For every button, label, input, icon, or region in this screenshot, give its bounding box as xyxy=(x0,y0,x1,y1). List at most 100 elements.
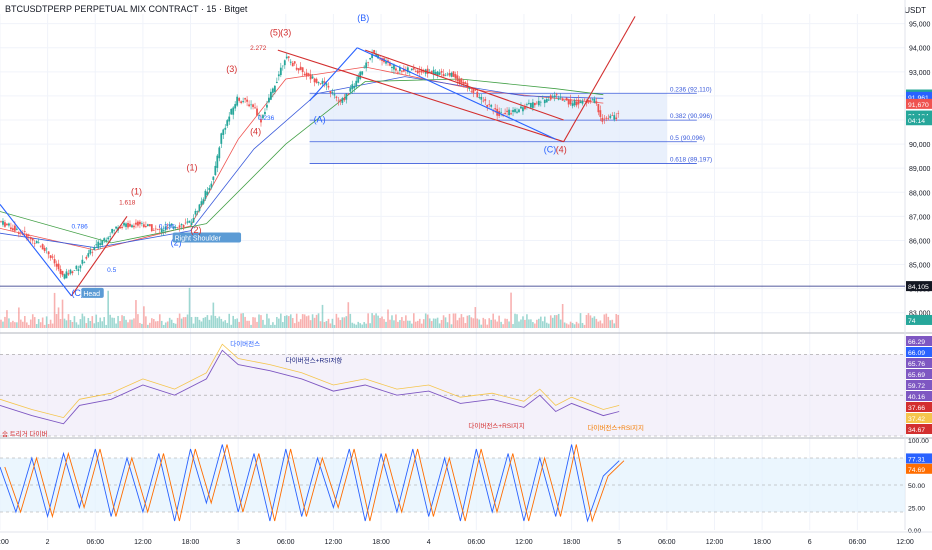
candle-body xyxy=(146,224,149,227)
volume-bar xyxy=(510,292,512,328)
volume-bar xyxy=(299,319,302,328)
candle-body xyxy=(609,115,612,118)
candle-body xyxy=(101,240,104,245)
candle-body xyxy=(406,67,409,73)
candle-body xyxy=(246,99,248,102)
candle-body xyxy=(436,71,439,76)
volume-bar xyxy=(131,319,133,328)
volume-bar xyxy=(129,319,131,328)
candle-body xyxy=(414,70,417,72)
candle-body xyxy=(595,101,598,104)
volume-bar xyxy=(365,323,367,328)
volume-bar xyxy=(291,318,294,328)
candle-body xyxy=(446,73,449,75)
moving-average-line xyxy=(0,78,604,244)
time-tick-label: 18:00 xyxy=(0,539,9,546)
candle-body xyxy=(210,183,213,188)
candle-body xyxy=(555,94,558,96)
volume-bar xyxy=(508,321,510,328)
candle-body xyxy=(73,270,76,271)
volume-bar xyxy=(107,290,109,328)
volume-bar xyxy=(182,317,185,328)
candle-body xyxy=(71,271,74,274)
volume-bar xyxy=(617,314,620,328)
candle-body xyxy=(172,226,175,229)
time-tick-label: 4 xyxy=(427,539,431,546)
candle-body xyxy=(212,176,215,180)
candle-body xyxy=(369,58,372,60)
volume-bar xyxy=(526,314,528,328)
volume-bar xyxy=(158,314,161,328)
candle-body xyxy=(456,75,459,82)
price-tag-label: 84,105 xyxy=(908,284,929,291)
volume-bar xyxy=(494,319,496,328)
wave-label: (4) xyxy=(250,126,261,136)
wave-label: (1) xyxy=(187,163,198,173)
volume-bar xyxy=(613,323,616,328)
candle-body xyxy=(343,97,346,101)
candle-body xyxy=(232,107,235,115)
volume-bar xyxy=(39,322,42,328)
moving-average-line xyxy=(0,76,604,249)
volume-bar xyxy=(347,302,350,328)
candle-body xyxy=(218,147,221,159)
volume-bar xyxy=(488,318,491,328)
volume-bar xyxy=(581,322,584,328)
volume-bar xyxy=(289,314,292,328)
volume-bar xyxy=(405,315,407,328)
price-tick-label: 83,000 xyxy=(909,311,931,318)
candle-body xyxy=(488,104,491,105)
candle-body xyxy=(13,225,16,231)
candle-body xyxy=(559,96,562,98)
moving-average-line xyxy=(0,66,604,251)
volume-bar xyxy=(256,321,258,328)
candle-body xyxy=(315,78,318,83)
volume-bar xyxy=(222,321,225,328)
candle-body xyxy=(535,102,538,104)
volume-bar xyxy=(33,317,36,328)
volume-bar xyxy=(232,315,234,328)
candle-body xyxy=(303,73,306,75)
volume-bar xyxy=(518,321,520,328)
volume-bar xyxy=(575,321,578,328)
volume-bar xyxy=(184,317,187,328)
volume-bar xyxy=(563,322,566,328)
candle-body xyxy=(377,54,379,59)
volume-bar xyxy=(496,321,498,328)
candle-body xyxy=(194,210,197,215)
candle-body xyxy=(95,244,98,246)
volume-bar xyxy=(472,318,475,328)
volume-bar xyxy=(307,315,310,328)
volume-bar xyxy=(59,318,62,328)
candle-body xyxy=(222,129,225,135)
candle-body xyxy=(444,75,447,76)
candle-body xyxy=(528,102,530,104)
volume-bar xyxy=(442,315,445,328)
volume-bar xyxy=(327,318,330,328)
volume-bar xyxy=(164,322,167,328)
candle-body xyxy=(242,101,245,103)
rsi-annotation: 다이버전스+RSI지지 xyxy=(468,421,525,430)
candle-body xyxy=(186,221,189,223)
candle-body xyxy=(176,227,179,229)
candle-body xyxy=(121,226,123,228)
volume-bar xyxy=(528,319,530,328)
volume-bar xyxy=(2,321,4,328)
candle-body xyxy=(549,95,552,100)
candle-body xyxy=(597,104,600,113)
volume-bar xyxy=(83,316,86,328)
candle-body xyxy=(341,98,344,103)
volume-bar xyxy=(524,319,526,328)
stoch-d-line xyxy=(4,444,625,523)
candle-body xyxy=(313,78,316,83)
volume-bar xyxy=(383,319,385,328)
volume-bar xyxy=(363,322,365,328)
volume-bar xyxy=(311,314,314,328)
volume-bar xyxy=(551,317,554,328)
volume-bar xyxy=(500,321,502,328)
volume-bar xyxy=(264,324,266,328)
wave-label: (A) xyxy=(314,114,326,124)
volume-bar xyxy=(278,318,280,328)
candle-body xyxy=(575,101,578,106)
